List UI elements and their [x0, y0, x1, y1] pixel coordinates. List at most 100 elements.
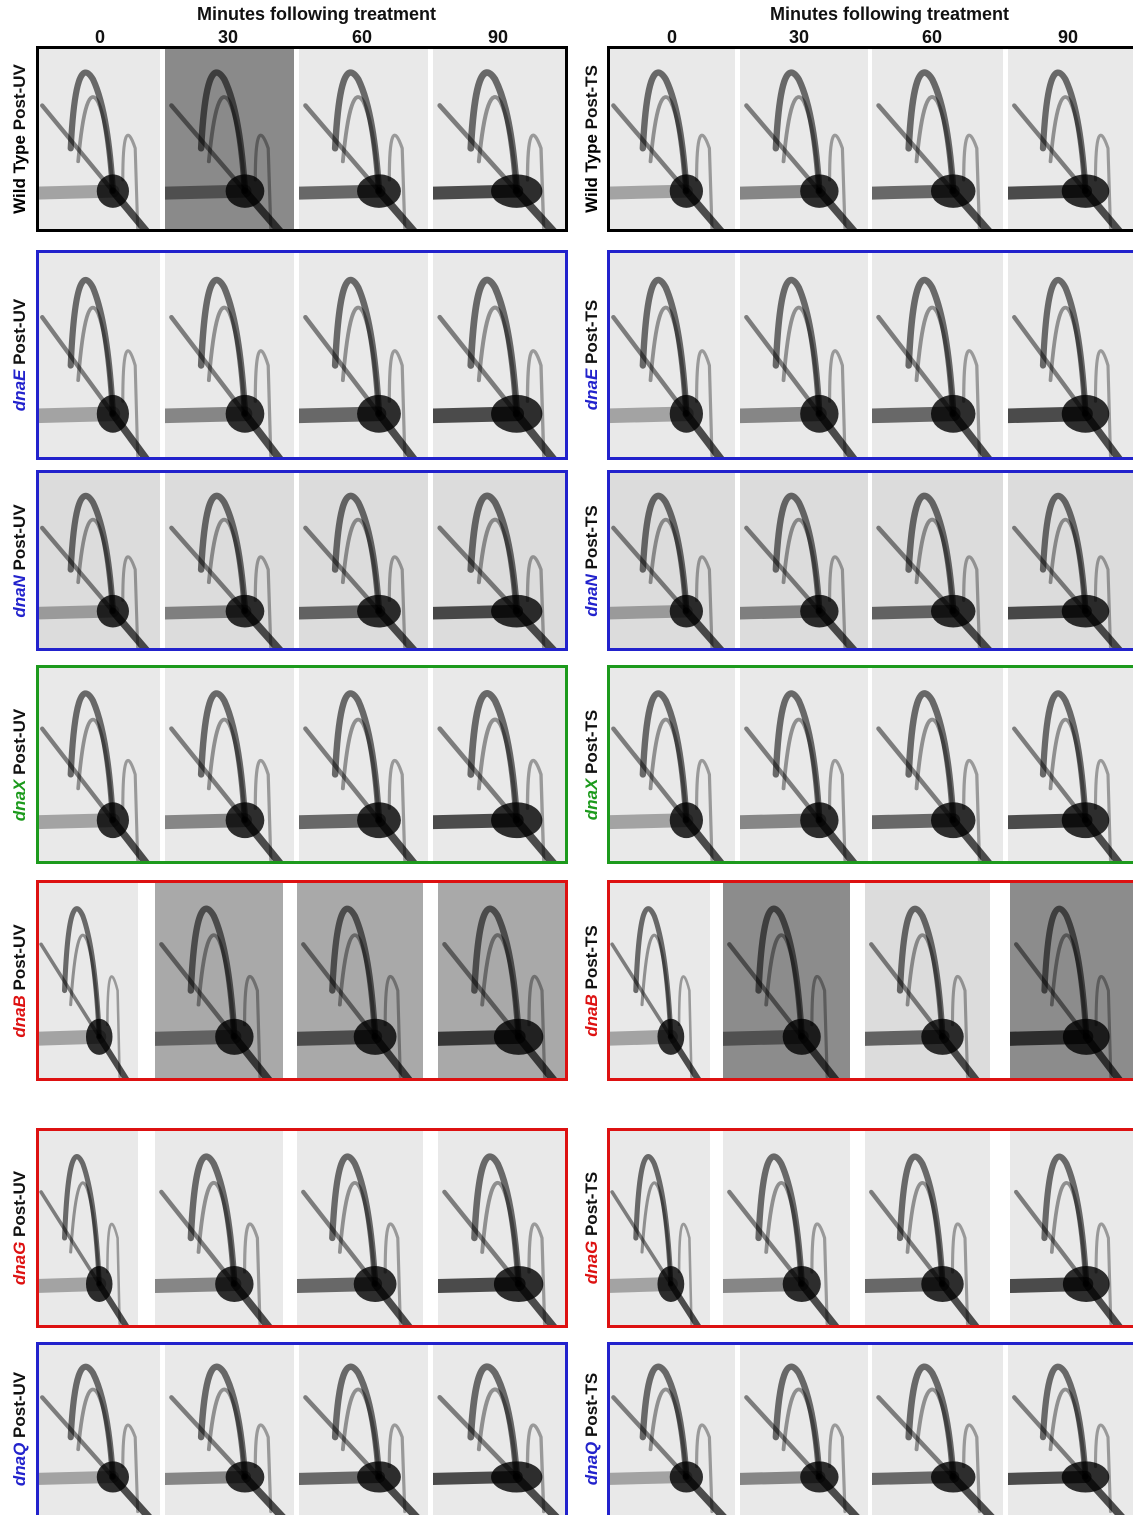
right-gel-panel [1008, 250, 1133, 460]
secondary-arc [387, 349, 407, 458]
y-arc [67, 690, 116, 824]
y-arc [187, 1153, 238, 1288]
left-gel-panel [299, 665, 428, 864]
y-arc [772, 276, 823, 417]
gel-image [607, 1128, 710, 1328]
gel-image [36, 250, 160, 460]
inner-arc [340, 517, 381, 614]
film-background [36, 665, 160, 864]
linear-arc [744, 525, 822, 614]
gene-name: Wild Type [10, 134, 29, 214]
secondary-arc [387, 555, 407, 649]
film-background [297, 1128, 423, 1328]
left-gel-panel [165, 665, 294, 864]
gel-image [297, 1128, 423, 1328]
right-gel-panel [865, 880, 990, 1081]
film-background [299, 665, 428, 864]
right-gel-panel [872, 1342, 1003, 1515]
secondary-arc [243, 1222, 262, 1326]
gel-image [740, 46, 868, 232]
y-arc [331, 1363, 383, 1481]
monomer-spot [657, 1266, 685, 1302]
inner-arc [476, 517, 519, 614]
monomer-spot [353, 1266, 397, 1302]
inner-arc [206, 517, 247, 614]
film-background [155, 880, 283, 1081]
left-row-label: dnaG Post-UV [10, 1171, 30, 1285]
secondary-arc [387, 1423, 407, 1514]
y-arc [331, 69, 383, 195]
monomer-spot [921, 1018, 964, 1055]
film-background [155, 1128, 283, 1328]
inner-arc [480, 933, 521, 1039]
left-gel-panel [36, 665, 160, 864]
y-arc [67, 1363, 116, 1481]
left-gel-panel [433, 1342, 568, 1515]
linear-arc [40, 1395, 116, 1480]
secondary-arc [1093, 759, 1113, 862]
film-background [433, 665, 568, 864]
treatment-label: Post-TS [582, 1171, 601, 1241]
inner-arc [337, 1180, 378, 1286]
monomer-spot [96, 594, 129, 628]
left-gel-panel [433, 665, 568, 864]
inner-arc [914, 1387, 956, 1479]
gel-image [165, 470, 294, 651]
inner-arc [648, 305, 689, 416]
linear-arc [40, 525, 116, 614]
linear-arc [169, 103, 248, 194]
secondary-arc [810, 1222, 829, 1326]
secondary-arc [387, 759, 407, 862]
linear-arc [727, 942, 804, 1040]
film-background [740, 470, 868, 651]
gel-image [299, 250, 428, 460]
secondary-arc [525, 555, 546, 650]
gel-image [872, 665, 1003, 864]
monomer-spot [225, 394, 265, 433]
left-gel-panel [299, 46, 428, 232]
secondary-arc [243, 975, 262, 1079]
inner-arc [206, 95, 247, 194]
inner-arc [206, 305, 247, 416]
linear-arc [611, 1395, 689, 1480]
treatment-label: Post-UV [10, 64, 29, 135]
inner-arc [476, 95, 519, 194]
inner-arc [1048, 517, 1088, 614]
secondary-arc [1093, 1423, 1113, 1514]
monomer-spot [930, 802, 976, 839]
monomer-spot [96, 174, 129, 208]
inner-arc [648, 517, 689, 614]
inner-arc [69, 1181, 101, 1286]
monomer-spot [782, 1266, 821, 1302]
inner-arc [914, 95, 956, 194]
left-timepoint-90: 90 [488, 27, 509, 47]
right-gel-panel [872, 46, 1003, 232]
left-gel-panel [165, 46, 294, 232]
gel-image [433, 250, 568, 460]
inner-arc [206, 717, 247, 823]
film-background [433, 1342, 568, 1515]
inner-arc [640, 1181, 673, 1286]
right-gel-panel [1008, 1342, 1133, 1515]
y-arc [471, 905, 522, 1041]
treatment-label: Post-UV [10, 1170, 29, 1242]
gel-image [607, 46, 735, 232]
film-background [723, 880, 850, 1081]
gel-image [36, 46, 160, 232]
y-arc [467, 69, 521, 195]
monomer-spot [1061, 394, 1110, 433]
film-background [872, 470, 1003, 651]
gel-image [607, 250, 735, 460]
secondary-arc [253, 133, 273, 230]
y-arc [187, 905, 238, 1040]
gel-image [165, 46, 294, 232]
film-background [297, 880, 423, 1081]
gel-image [1008, 1342, 1133, 1515]
inner-arc [476, 305, 519, 416]
gel-image [36, 470, 160, 651]
film-background [607, 880, 710, 1081]
monomer-spot [669, 594, 703, 628]
inner-arc [764, 933, 804, 1039]
right-gel-panel [607, 1128, 710, 1328]
film-background [607, 250, 735, 460]
